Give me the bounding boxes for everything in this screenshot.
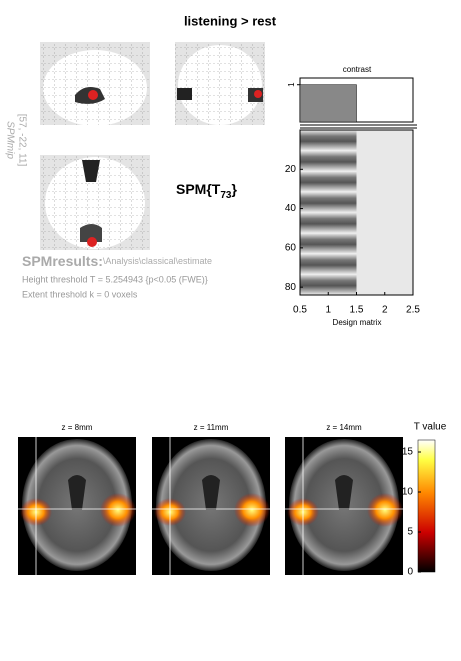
regressor-constant — [356, 130, 413, 295]
mip-sagittal — [40, 42, 150, 126]
stat-label: SPM{T73} — [176, 181, 237, 201]
contrast-bar — [299, 84, 357, 123]
x-tick-label: 0.5 — [293, 305, 307, 316]
regressor-task — [300, 253, 357, 275]
title: listening > rest — [184, 13, 277, 28]
ventricles — [335, 475, 353, 510]
mip-coords: [57, -22, 11] — [16, 114, 27, 167]
results-heading: SPMresults:\Analysis\classical\estimate — [22, 253, 212, 269]
y-tick-label: 20 — [285, 164, 297, 175]
ventricles — [68, 475, 86, 510]
colorbar-tick-label: 0 — [407, 567, 413, 578]
slice-label: z = 8mm — [62, 423, 93, 432]
contrast-title: contrast — [343, 65, 372, 74]
regressor-task — [300, 150, 357, 172]
extent-threshold: Extent threshold k = 0 voxels — [22, 289, 138, 299]
mip-axial — [40, 155, 150, 250]
y-tick-label: 40 — [285, 203, 297, 214]
colorbar: 0 5 10 15 — [402, 439, 436, 578]
x-tick-label: 2 — [382, 305, 388, 316]
y-tick-label: 1 — [287, 82, 296, 87]
activation — [234, 493, 270, 527]
mip-coronal — [175, 42, 265, 125]
x-tick-label: 1 — [325, 305, 331, 316]
colorbar-tick-label: 10 — [402, 487, 414, 498]
x-tick-label: 1.5 — [350, 305, 364, 316]
slices: z = 8mm z = 11mm z = 14mm — [18, 423, 403, 575]
design-matrix-label: Design matrix — [333, 318, 382, 327]
regressor-task — [300, 171, 357, 192]
colorbar-gradient — [417, 439, 436, 573]
colorbar-tick-label: 5 — [407, 527, 413, 538]
height-threshold: Height threshold T = 5.254943 {p<0.05 (F… — [22, 274, 208, 284]
y-tick-label: 80 — [285, 282, 297, 293]
regressor-task — [300, 130, 357, 151]
slice-label: z = 14mm — [326, 423, 362, 432]
activation — [367, 493, 403, 527]
ventricles — [202, 475, 220, 510]
mip-label: SPMmip — [4, 121, 15, 159]
slice-label: z = 11mm — [194, 423, 229, 432]
colorbar-tick-label: 15 — [402, 447, 414, 458]
regressor-task — [300, 212, 357, 234]
x-tick-label: 2.5 — [406, 305, 420, 316]
contrast-plot: 1 — [287, 77, 417, 129]
activation — [100, 493, 136, 527]
regressor-task — [300, 191, 357, 213]
design-matrix: 0.5 1 1.5 2 2.5 20 40 60 80 — [285, 129, 420, 316]
colorbar-label: T value — [414, 422, 447, 433]
regressor-task — [300, 233, 357, 254]
regressor-task — [300, 274, 357, 295]
y-tick-label: 60 — [285, 242, 297, 253]
